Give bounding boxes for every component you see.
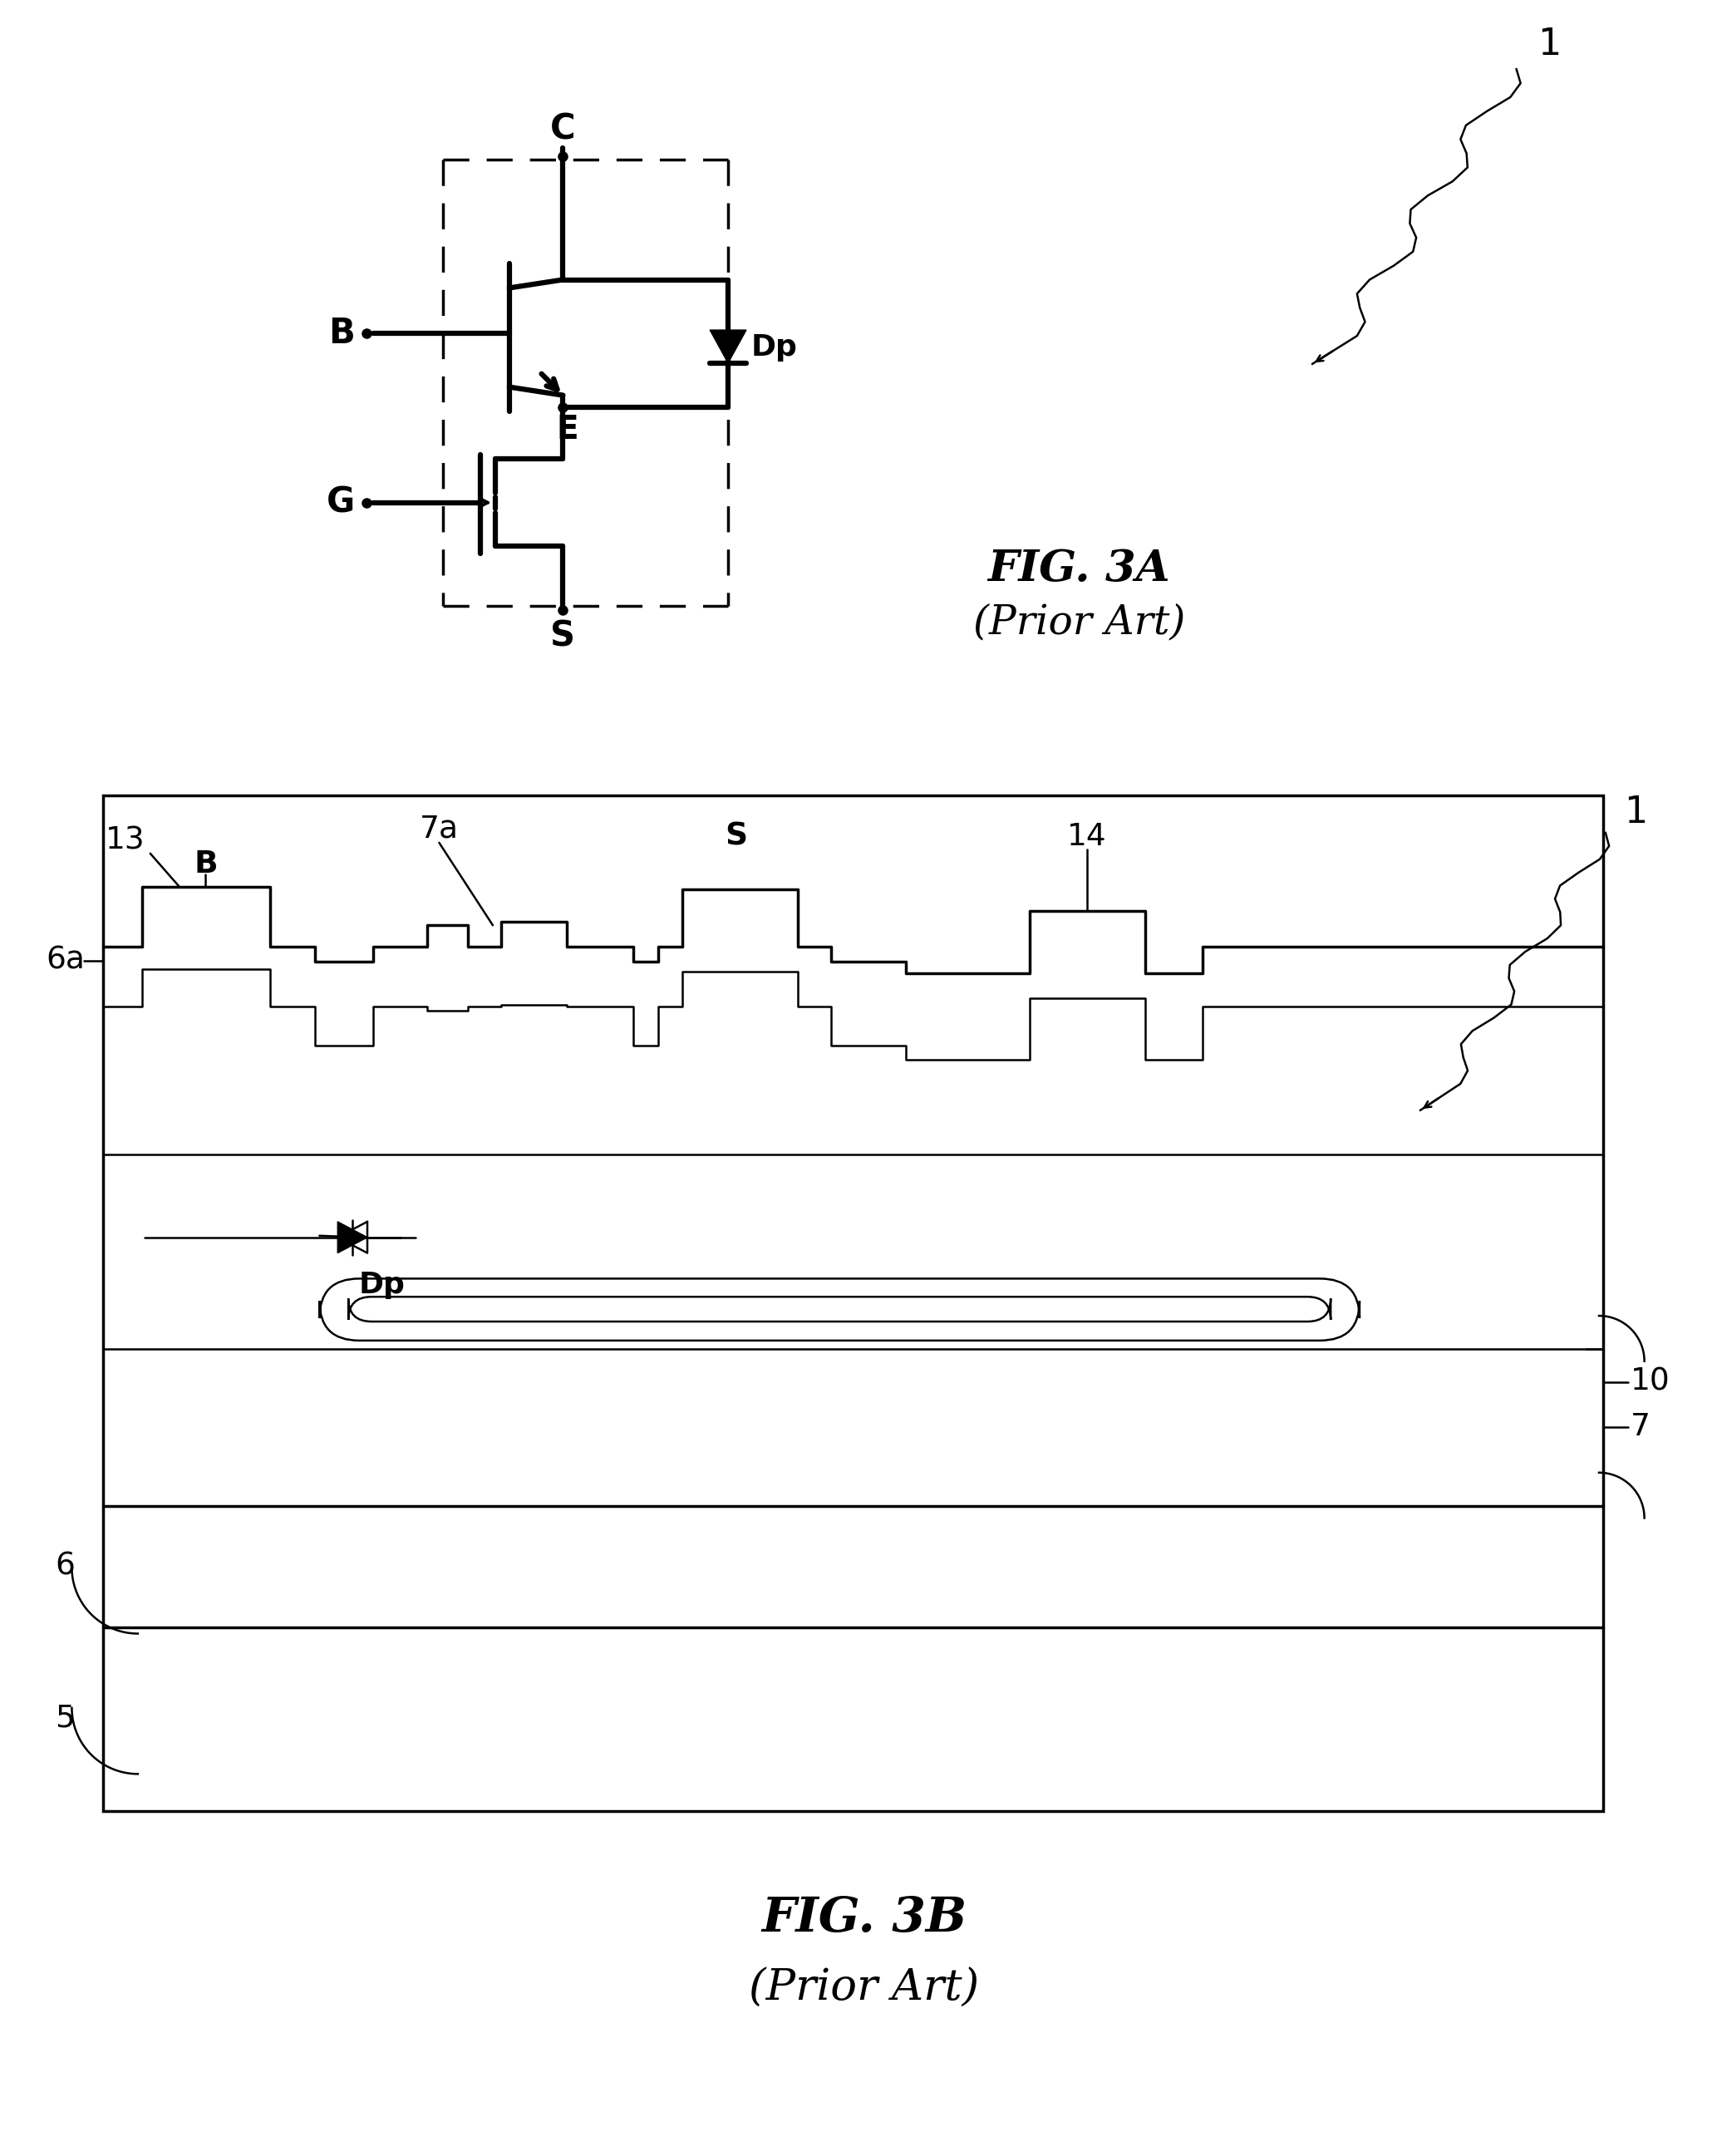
Text: (Prior Art): (Prior Art) [749, 1968, 979, 2009]
Bar [103, 796, 1604, 1811]
Text: FIG. 3B: FIG. 3B [762, 1895, 967, 1943]
Text: 6: 6 [55, 1550, 76, 1580]
Text: B: B [194, 849, 218, 880]
Text: S: S [725, 821, 747, 852]
Text: 7: 7 [1631, 1412, 1650, 1442]
Text: FIG. 3A: FIG. 3A [987, 548, 1171, 591]
Text: Dp: Dp [750, 334, 798, 362]
Polygon shape [338, 1222, 367, 1253]
Text: 1: 1 [1538, 26, 1561, 63]
Text: E: E [556, 414, 579, 446]
Text: (Prior Art): (Prior Art) [974, 604, 1185, 642]
Text: S: S [551, 619, 575, 653]
Text: 14: 14 [1068, 821, 1107, 852]
Text: 10: 10 [1631, 1367, 1671, 1397]
Text: B: B [328, 317, 355, 351]
Text: 13: 13 [106, 826, 146, 856]
Text: G: G [326, 485, 355, 520]
Text: 6a: 6a [46, 946, 84, 977]
Text: 1: 1 [1624, 793, 1648, 830]
Polygon shape [709, 330, 747, 362]
Text: Dp: Dp [359, 1272, 405, 1300]
Text: 5: 5 [55, 1703, 76, 1733]
Text: C: C [549, 112, 575, 147]
Text: 7a: 7a [419, 813, 458, 843]
